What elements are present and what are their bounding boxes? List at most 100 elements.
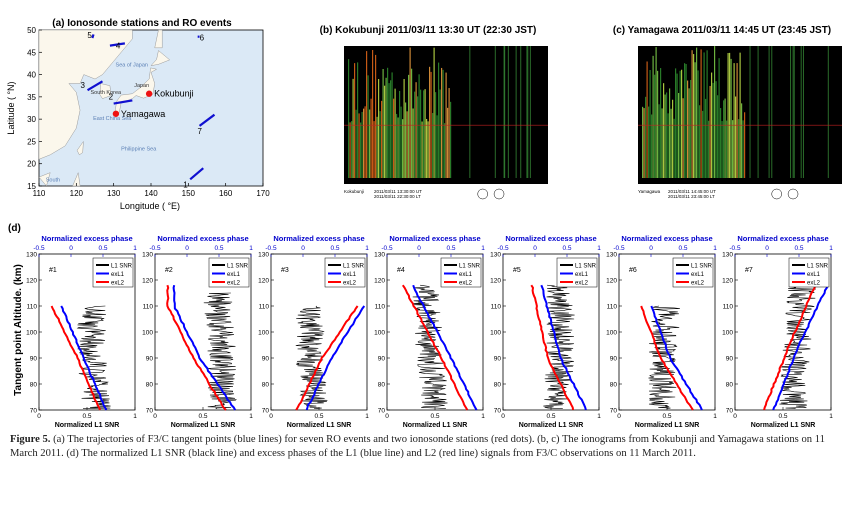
ionogram-echo	[738, 119, 740, 178]
ytick-label: 80	[610, 382, 618, 389]
ytick-label: 110	[607, 304, 618, 311]
ytick-label: 90	[494, 356, 502, 363]
ionogram-echo	[418, 74, 420, 178]
ionogram-echo	[448, 88, 450, 178]
station-dot-yamagawa	[112, 110, 120, 117]
ionogram-echo	[402, 119, 404, 178]
ionogram-echo	[432, 112, 434, 178]
ionogram-echo	[372, 50, 374, 178]
land-region	[76, 140, 84, 156]
l1-snr-line	[543, 284, 575, 409]
land-region	[38, 29, 133, 160]
ionogram-echo	[727, 53, 729, 178]
top-tick-label: 0.5	[678, 245, 687, 252]
ionogram-echo	[827, 46, 829, 178]
ionogram-echo	[426, 118, 428, 178]
ionogram-echo	[699, 105, 701, 178]
ro-event-label-3: 3	[81, 81, 86, 90]
legend-label: L1 SNR	[807, 263, 829, 269]
map-ytick-label: 35	[27, 93, 36, 102]
ionogram-echo	[703, 52, 705, 178]
ionogram-echo	[682, 98, 684, 178]
ionogram-echo	[652, 55, 654, 178]
map-ytick-label: 15	[27, 182, 36, 191]
l1-snr-line	[648, 305, 680, 409]
ionogram-echo	[357, 62, 359, 179]
ionogram-echo	[793, 46, 795, 178]
top-tick-label: 0.5	[98, 245, 107, 252]
legend-label: L1 SNR	[459, 263, 481, 269]
panel-d-ylabel: Tangent point Altitude. (km)	[13, 264, 24, 396]
ro-event-trajectories: 1 2 3 4 5 6 7	[81, 31, 216, 189]
bottom-tick-label: 0	[617, 413, 621, 420]
exl1-line	[172, 284, 237, 411]
ionogram-echo	[421, 121, 423, 178]
bottom-tick-label: 1	[133, 413, 137, 420]
ionogram-echo	[409, 47, 411, 178]
land-region	[154, 29, 163, 49]
map-xtick-label: 150	[182, 189, 196, 198]
ionogram-echo	[717, 95, 719, 178]
ytick-label: 100	[490, 330, 501, 337]
profile-panel-2: Normalized excess phase -0.5 0 0.5 1 0 0.5 1 Nor…	[142, 234, 253, 429]
ionogram-echo	[503, 46, 505, 178]
bottom-tick-label: 0.5	[82, 413, 91, 420]
ionogram-echo	[427, 121, 429, 178]
ytick-label: 100	[142, 330, 153, 337]
ionogram-echo	[411, 68, 413, 178]
event-id: #1	[49, 267, 57, 274]
top-axis-title: Normalized excess phase	[273, 234, 364, 243]
ionogram-echo	[526, 46, 528, 178]
land-region	[38, 172, 51, 187]
map-xtick-label: 140	[144, 189, 158, 198]
ionogram-echo	[676, 73, 678, 178]
bottom-tick-label: 0	[385, 413, 389, 420]
profile-panel-6: Normalized excess phase -0.5 0 0.5 1 0 0.5 1 Nor…	[606, 234, 717, 429]
event-id: #2	[165, 267, 173, 274]
ytick-label: 110	[491, 304, 502, 311]
ionogram-echo	[424, 89, 426, 178]
ionogram-echo	[660, 68, 662, 178]
ionogram-echo	[679, 70, 681, 178]
ionogram-station: Yamagawa	[638, 189, 661, 194]
ionogram-echo	[657, 70, 659, 178]
ytick-label: 100	[606, 330, 617, 337]
legend-label: L1 SNR	[111, 263, 133, 269]
ro-event-label-2: 2	[109, 93, 114, 102]
ionogram-echo	[388, 83, 390, 178]
ionogram-echo	[720, 108, 722, 178]
ionogram-echo	[364, 106, 366, 178]
ytick-label: 110	[375, 304, 386, 311]
top-tick-label: 0	[417, 245, 421, 252]
top-tick-label: 1	[133, 245, 137, 252]
ionogram-echo	[685, 63, 687, 179]
top-tick-label: 1	[481, 245, 485, 252]
top-tick-label: 1	[249, 245, 253, 252]
legend-label: exL2	[111, 280, 125, 286]
top-tick-label: -0.5	[381, 245, 393, 252]
exl1-line	[412, 284, 478, 411]
ro-event-label-4: 4	[116, 42, 121, 51]
map-land	[38, 29, 171, 187]
bottom-axis-title: Normalized L1 SNR	[635, 422, 700, 429]
ionogram-echo	[423, 90, 425, 178]
ionogram-echo	[768, 46, 770, 178]
ionogram-time-ut: 2011/03/11 14:45:00 UT	[668, 189, 716, 194]
ionogram-echo	[403, 78, 405, 178]
ionogram-echo	[415, 82, 417, 178]
ionogram-echo	[393, 98, 395, 178]
event-id: #3	[281, 267, 289, 274]
ionogram-echo	[373, 121, 375, 178]
map-xtick-label: 110	[33, 189, 46, 198]
bottom-tick-label: 0.5	[430, 413, 439, 420]
ionogram-echo	[715, 81, 717, 178]
ionogram-echo	[735, 96, 737, 178]
ytick-label: 100	[258, 330, 269, 337]
map-place-label: Philippine Sea	[121, 146, 157, 152]
bottom-tick-label: 0.5	[546, 413, 555, 420]
ionogram-echo	[469, 46, 471, 178]
map-place-label: South Korea	[91, 90, 123, 96]
ytick-label: 90	[146, 356, 154, 363]
ionogram-echo	[739, 52, 741, 179]
map-ytick-label: 25	[27, 137, 36, 146]
